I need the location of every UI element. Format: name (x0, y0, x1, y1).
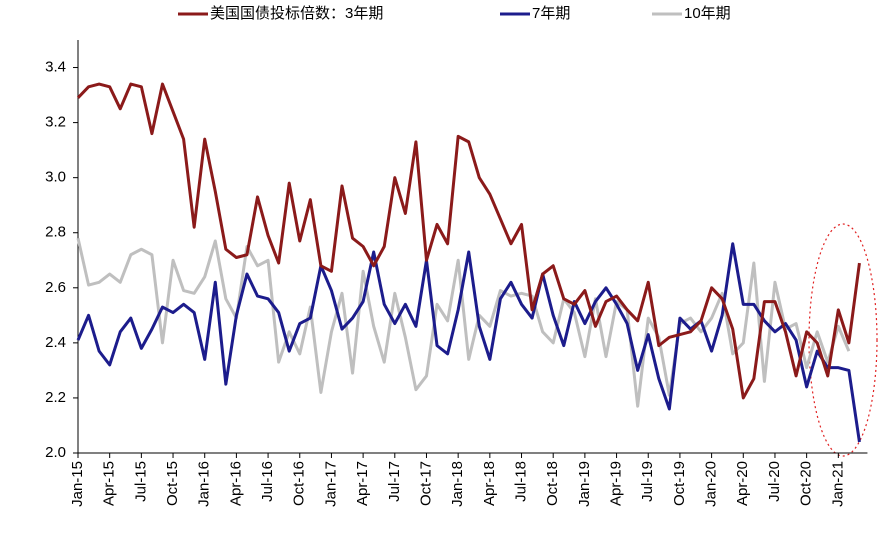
x-tick-label: Oct-18 (544, 461, 561, 506)
x-tick-label: Apr-16 (227, 461, 244, 506)
x-tick-label: Jul-18 (512, 461, 529, 502)
x-tick-label: Jul-15 (132, 461, 149, 502)
x-tick-label: Apr-18 (481, 461, 498, 506)
series-line (76, 82, 861, 400)
x-tick-label: Jan-18 (449, 461, 466, 507)
x-tick-label: Apr-20 (734, 461, 751, 506)
highlight-ellipse (808, 223, 878, 457)
x-tick-label: Jul-16 (259, 461, 276, 502)
x-tick-label: Jan-21 (829, 461, 846, 507)
legend-label: 10年期 (684, 5, 731, 22)
y-tick-label: 2.2 (45, 389, 66, 406)
x-tick-label: Oct-17 (417, 461, 434, 506)
x-tick-label: Jan-15 (69, 461, 86, 507)
y-tick-label: 3.0 (45, 169, 66, 186)
y-tick-label: 3.4 (45, 59, 66, 76)
x-tick-label: Apr-19 (608, 461, 625, 506)
y-tick-label: 2.8 (45, 224, 66, 241)
x-tick-label: Jan-17 (322, 461, 339, 507)
x-tick-label: Oct-20 (798, 461, 815, 506)
legend-label: 7年期 (532, 5, 570, 22)
x-tick-label: Oct-19 (671, 461, 688, 506)
x-tick-label: Jul-19 (639, 461, 656, 502)
y-tick-label: 2.4 (45, 334, 66, 351)
x-tick-label: Jul-20 (766, 461, 783, 502)
x-tick-label: Oct-16 (291, 461, 308, 506)
x-tick-label: Apr-15 (101, 461, 118, 506)
y-tick-label: 3.2 (45, 114, 66, 131)
y-tick-label: 2.0 (45, 444, 66, 461)
x-tick-label: Apr-17 (354, 461, 371, 506)
x-tick-label: Jan-19 (576, 461, 593, 507)
x-tick-label: Jan-16 (196, 461, 213, 507)
x-tick-label: Oct-15 (164, 461, 181, 506)
x-tick-label: Jul-17 (386, 461, 403, 502)
series-line (76, 237, 851, 408)
series-line (76, 242, 861, 443)
y-tick-label: 2.6 (45, 279, 66, 296)
legend-label: 美国国债投标倍数：3年期 (210, 5, 383, 22)
x-tick-label: Jan-20 (703, 461, 720, 507)
